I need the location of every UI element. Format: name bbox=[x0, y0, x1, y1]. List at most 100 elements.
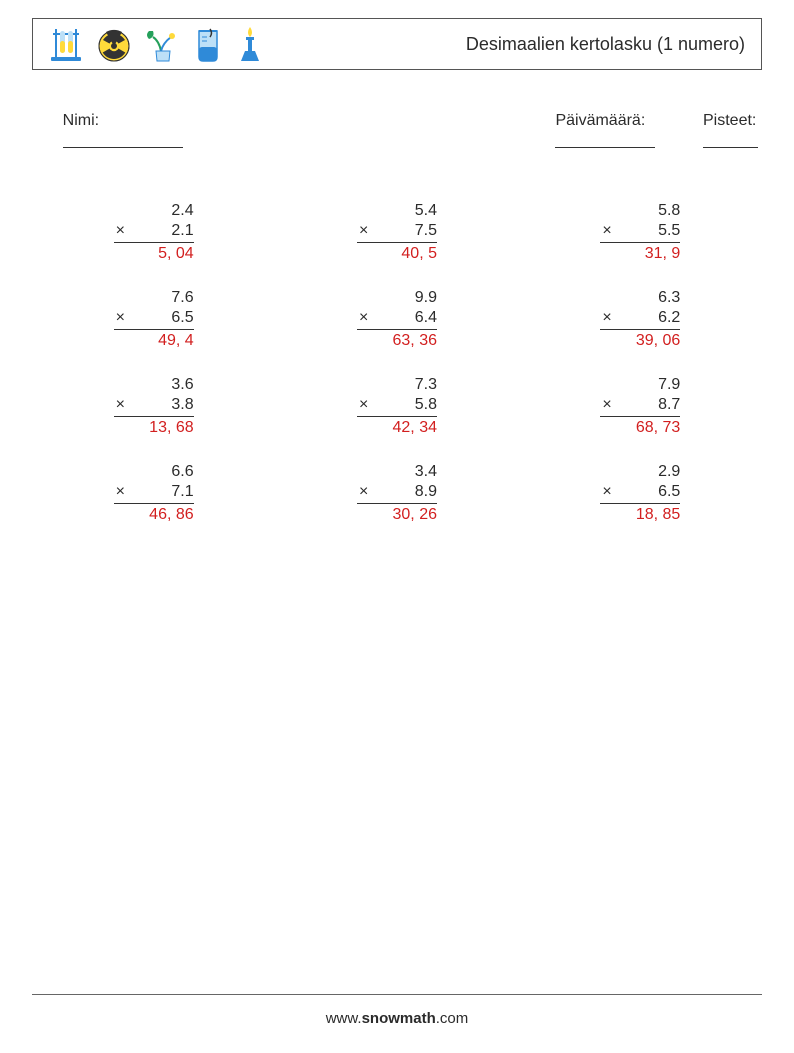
operator: × bbox=[114, 395, 125, 415]
multiplicand: 7.9 bbox=[600, 375, 680, 395]
operator: × bbox=[600, 395, 611, 415]
answer: 30, 26 bbox=[357, 504, 437, 525]
date-blank[interactable] bbox=[555, 130, 655, 148]
multiplier-row: × 6.5 bbox=[600, 482, 680, 502]
multiplicand: 3.6 bbox=[114, 375, 194, 395]
operator: × bbox=[357, 308, 368, 328]
multiplication-problem: 5.8× 5.531, 9 bbox=[600, 201, 680, 264]
multiplier-row: × 8.7 bbox=[600, 395, 680, 415]
name-label: Nimi: bbox=[63, 112, 99, 129]
operator: × bbox=[600, 221, 611, 241]
score-field: Pisteet: bbox=[667, 94, 758, 171]
multiplier: 6.2 bbox=[658, 308, 680, 328]
problem-cell: 7.3× 5.842, 34 bbox=[275, 375, 518, 438]
problem-cell: 3.6×3.813, 68 bbox=[32, 375, 275, 438]
multiplier: 6.5 bbox=[171, 308, 193, 328]
problem-cell: 5.4× 7.540, 5 bbox=[275, 201, 518, 264]
problem-cell: 7.6×6.549, 4 bbox=[32, 288, 275, 351]
multiplicand: 3.4 bbox=[357, 462, 437, 482]
operator: × bbox=[357, 221, 368, 241]
multiplier-row: × 6.4 bbox=[357, 308, 437, 328]
multiplication-problem: 7.6×6.549, 4 bbox=[114, 288, 194, 351]
operator: × bbox=[114, 482, 125, 502]
multiplier-row: × 5.5 bbox=[600, 221, 680, 241]
answer: 40, 5 bbox=[357, 243, 437, 264]
plant-watering-icon bbox=[145, 27, 179, 63]
footer-brand: snowmath bbox=[362, 1010, 436, 1027]
beaker-icon bbox=[193, 27, 223, 63]
radiation-icon bbox=[97, 29, 131, 63]
multiplicand: 7.6 bbox=[114, 288, 194, 308]
problem-cell: 2.9×6.518, 85 bbox=[519, 462, 762, 525]
operator: × bbox=[357, 395, 368, 415]
multiplier: 7.5 bbox=[415, 221, 437, 241]
multiplication-problem: 9.9× 6.463, 36 bbox=[357, 288, 437, 351]
multiplicand: 2.4 bbox=[114, 201, 194, 221]
multiplier-row: × 8.9 bbox=[357, 482, 437, 502]
multiplication-problem: 7.3× 5.842, 34 bbox=[357, 375, 437, 438]
multiplicand: 6.6 bbox=[114, 462, 194, 482]
problems-grid: 2.4×2.15, 045.4×7.540, 55.8×5.531, 97.6×… bbox=[32, 201, 762, 525]
multiplier-row: × 6.2 bbox=[600, 308, 680, 328]
multiplier: 8.9 bbox=[415, 482, 437, 502]
operator: × bbox=[114, 221, 125, 241]
multiplier: 8.7 bbox=[658, 395, 680, 415]
problem-cell: 5.8× 5.531, 9 bbox=[519, 201, 762, 264]
problem-cell: 9.9× 6.463, 36 bbox=[275, 288, 518, 351]
name-blank[interactable] bbox=[63, 130, 183, 148]
multiplier: 5.8 bbox=[415, 395, 437, 415]
multiplication-problem: 7.9×8.768, 73 bbox=[600, 375, 680, 438]
date-label: Päivämäärä: bbox=[555, 112, 645, 129]
footer-suffix: .com bbox=[436, 1010, 469, 1027]
operator: × bbox=[357, 482, 368, 502]
info-row: Nimi: Päivämäärä: Pisteet: bbox=[36, 94, 758, 171]
multiplication-problem: 5.4× 7.540, 5 bbox=[357, 201, 437, 264]
footer: www.snowmath.com bbox=[0, 1010, 794, 1027]
score-blank[interactable] bbox=[703, 130, 758, 148]
multiplier-row: × 3.8 bbox=[114, 395, 194, 415]
multiplication-problem: 6.3× 6.239, 06 bbox=[600, 288, 680, 351]
problem-cell: 6.6× 7.146, 86 bbox=[32, 462, 275, 525]
multiplicand: 7.3 bbox=[357, 375, 437, 395]
problem-cell: 6.3× 6.239, 06 bbox=[519, 288, 762, 351]
multiplier-row: ×6.5 bbox=[114, 308, 194, 328]
problem-cell: 2.4× 2.15, 04 bbox=[32, 201, 275, 264]
multiplier: 2.1 bbox=[171, 221, 193, 241]
answer: 49, 4 bbox=[114, 330, 194, 351]
operator: × bbox=[600, 482, 611, 502]
multiplier: 5.5 bbox=[658, 221, 680, 241]
multiplier: 6.4 bbox=[415, 308, 437, 328]
multiplier: 3.8 bbox=[171, 395, 193, 415]
multiplier-row: × 7.1 bbox=[114, 482, 194, 502]
answer: 39, 06 bbox=[600, 330, 680, 351]
problem-cell: 3.4× 8.930, 26 bbox=[275, 462, 518, 525]
answer: 63, 36 bbox=[357, 330, 437, 351]
multiplication-problem: 3.4× 8.930, 26 bbox=[357, 462, 437, 525]
multiplication-problem: 2.9×6.518, 85 bbox=[600, 462, 680, 525]
test-tubes-icon bbox=[49, 27, 83, 63]
multiplication-problem: 6.6× 7.146, 86 bbox=[114, 462, 194, 525]
answer: 5, 04 bbox=[114, 243, 194, 264]
burner-icon bbox=[237, 25, 263, 63]
multiplicand: 5.4 bbox=[357, 201, 437, 221]
operator: × bbox=[600, 308, 611, 328]
multiplier: 7.1 bbox=[171, 482, 193, 502]
multiplication-problem: 3.6×3.813, 68 bbox=[114, 375, 194, 438]
answer: 18, 85 bbox=[600, 504, 680, 525]
worksheet-header: Desimaalien kertolasku (1 numero) bbox=[32, 18, 762, 70]
problem-cell: 7.9×8.768, 73 bbox=[519, 375, 762, 438]
multiplicand: 9.9 bbox=[357, 288, 437, 308]
multiplicand: 5.8 bbox=[600, 201, 680, 221]
multiplier-row: × 7.5 bbox=[357, 221, 437, 241]
answer: 46, 86 bbox=[114, 504, 194, 525]
footer-divider bbox=[32, 994, 762, 995]
multiplication-problem: 2.4× 2.15, 04 bbox=[114, 201, 194, 264]
answer: 42, 34 bbox=[357, 417, 437, 438]
multiplier: 6.5 bbox=[658, 482, 680, 502]
worksheet-title: Desimaalien kertolasku (1 numero) bbox=[466, 34, 745, 55]
footer-prefix: www. bbox=[326, 1010, 362, 1027]
multiplier-row: × 2.1 bbox=[114, 221, 194, 241]
score-label: Pisteet: bbox=[703, 112, 756, 129]
answer: 31, 9 bbox=[600, 243, 680, 264]
multiplicand: 6.3 bbox=[600, 288, 680, 308]
